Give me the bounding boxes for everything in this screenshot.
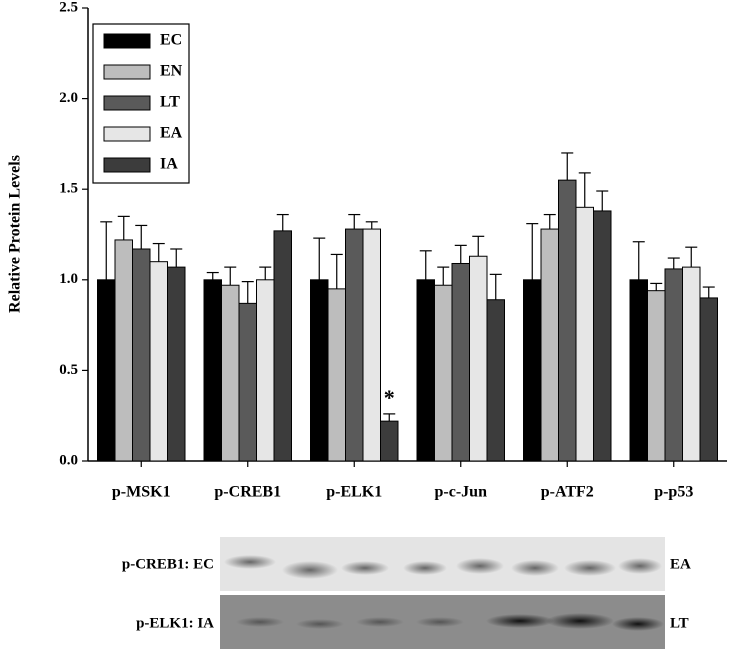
legend-label: EA — [160, 125, 183, 142]
legend-swatch — [103, 64, 151, 80]
bar — [327, 288, 346, 462]
bar — [593, 210, 612, 462]
bar — [699, 297, 718, 462]
bar — [238, 302, 257, 462]
bar — [221, 284, 240, 462]
bar — [486, 299, 505, 462]
bar — [273, 230, 292, 462]
bar — [682, 266, 701, 462]
bar — [345, 228, 364, 462]
legend-swatch — [103, 33, 151, 49]
bar — [664, 268, 683, 462]
y-tick-label: 2.0 — [59, 90, 78, 106]
legend-swatch — [103, 126, 151, 142]
bar — [256, 279, 275, 462]
bar — [167, 266, 186, 462]
blot-bands — [224, 555, 662, 579]
x-tick-label: p-p53 — [654, 484, 693, 501]
legend-label: LT — [160, 94, 180, 111]
bar — [416, 279, 435, 462]
blot-panel — [220, 537, 665, 649]
blot-label: p-ELK1: IA — [136, 615, 214, 631]
bar — [469, 255, 488, 462]
x-tick-label: p-ATF2 — [541, 484, 594, 501]
y-tick-label: 0.5 — [59, 362, 78, 378]
legend-swatch — [103, 95, 151, 111]
bar — [97, 279, 116, 462]
x-tick-label: p-CREB1 — [214, 484, 281, 501]
x-tick-label: p-ELK1 — [326, 484, 382, 501]
bar — [558, 179, 577, 462]
bar — [203, 279, 222, 462]
bar — [362, 228, 381, 462]
bar — [647, 290, 666, 462]
legend-label: EC — [160, 32, 182, 49]
bar — [523, 279, 542, 462]
bar — [149, 261, 168, 462]
annotation: * — [384, 385, 395, 410]
blot-label: EA — [670, 556, 691, 572]
blot-bands — [236, 613, 664, 631]
blot-label: p-CREB1: EC — [122, 556, 214, 572]
bar — [575, 206, 594, 462]
bar — [114, 239, 133, 462]
bar — [132, 248, 151, 462]
x-tick-label: p-c-Jun — [435, 484, 488, 501]
bar — [310, 279, 329, 462]
y-tick-label: 0.0 — [59, 452, 78, 468]
legend-label: EN — [160, 63, 183, 80]
legend-label: IA — [160, 156, 178, 173]
blot-label: LT — [670, 615, 689, 631]
bar — [434, 284, 453, 462]
bar — [540, 228, 559, 462]
bar — [629, 279, 648, 462]
y-tick-label: 2.5 — [59, 0, 78, 15]
y-tick-label: 1.0 — [59, 271, 78, 287]
x-tick-label: p-MSK1 — [112, 484, 171, 501]
bar — [380, 420, 399, 462]
y-axis-label: Relative Protein Levels — [7, 155, 24, 313]
y-tick-label: 1.5 — [59, 181, 78, 197]
legend-swatch — [103, 157, 151, 173]
bar — [451, 262, 470, 462]
